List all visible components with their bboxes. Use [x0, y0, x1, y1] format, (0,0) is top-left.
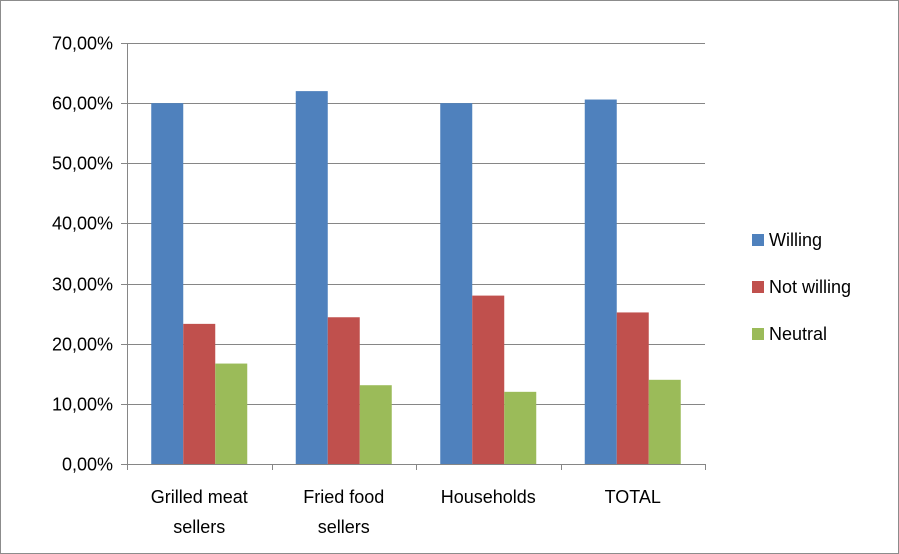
axes	[121, 43, 706, 470]
legend-label: Neutral	[769, 324, 827, 344]
bar-neutral	[359, 385, 392, 464]
legend-swatch	[752, 281, 764, 293]
x-category-label-line: Grilled meat	[151, 487, 248, 507]
bar-not-willing	[616, 312, 649, 464]
bars	[151, 91, 681, 465]
x-category-label: Grilled meat sellers	[151, 487, 248, 537]
legend-swatch	[752, 234, 764, 246]
bar-willing	[584, 99, 617, 464]
legend: Willing Not willing Neutral	[752, 230, 851, 344]
bar-not-willing	[183, 323, 216, 464]
y-tick-label: 20,00%	[52, 335, 113, 355]
bar-neutral	[648, 379, 681, 464]
bar-neutral	[504, 391, 537, 464]
bar-neutral	[215, 363, 248, 464]
y-tick-label: 0,00%	[62, 455, 113, 475]
x-category-label: Households	[441, 487, 536, 507]
x-category-label-line: sellers	[318, 517, 370, 537]
x-axis-labels: Grilled meat sellers Fried food sellers Hous…	[151, 487, 661, 537]
y-tick-label: 50,00%	[52, 154, 113, 174]
x-category-label-line: Fried food	[303, 487, 384, 507]
legend-swatch	[752, 328, 764, 340]
legend-label: Willing	[769, 230, 822, 250]
bar-not-willing	[327, 317, 360, 464]
bar-willing	[295, 91, 328, 464]
legend-label: Not willing	[769, 277, 851, 297]
y-tick-label: 10,00%	[52, 395, 113, 415]
x-category-label-line: sellers	[173, 517, 225, 537]
bar-not-willing	[472, 295, 505, 464]
x-category-label-line: TOTAL	[605, 487, 661, 507]
y-tick-label: 30,00%	[52, 275, 113, 295]
x-category-label: Fried food sellers	[303, 487, 384, 537]
bar-willing	[440, 103, 473, 465]
x-category-label-line: Households	[441, 487, 536, 507]
y-tick-label: 70,00%	[52, 34, 113, 54]
y-tick-label: 40,00%	[52, 214, 113, 234]
y-tick-label: 60,00%	[52, 94, 113, 114]
x-category-label: TOTAL	[605, 487, 661, 507]
y-axis-ticks: 0,00% 10,00% 20,00% 30,00% 40,00% 50,00% 60,00…	[52, 34, 113, 475]
bar-willing	[151, 103, 184, 465]
